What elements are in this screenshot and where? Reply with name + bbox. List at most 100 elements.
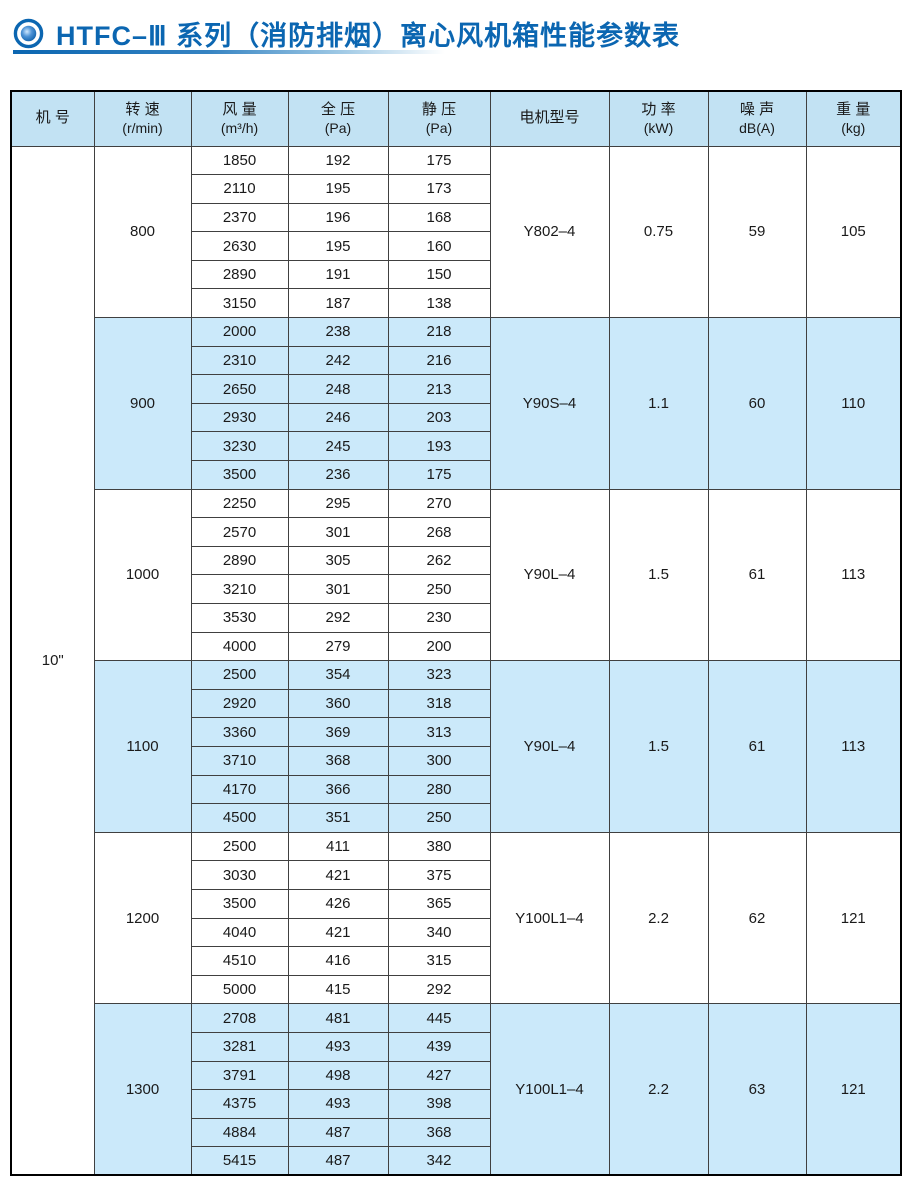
total-pressure-cell: 416 [287, 946, 389, 976]
data-row: 3230 245 193 [11, 431, 901, 462]
power-cell: 1.5 [608, 488, 709, 662]
column-header-speed: 转 速 (r/min) [93, 90, 192, 147]
airflow-cell: 3360 [190, 717, 289, 747]
total-pressure-cell: 192 [287, 145, 389, 176]
data-row: 2930 246 203 [11, 402, 901, 433]
total-pressure-cell: 245 [287, 431, 389, 462]
airflow-cell: 3281 [190, 1031, 289, 1062]
data-row: 1300 2708 481 445 Y100L1–4 2.2 63 121 [11, 1003, 902, 1176]
data-row: 1100 2500 354 323 Y90L–4 1.5 61 113 [11, 660, 902, 833]
static-pressure-cell: 200 [387, 631, 491, 662]
total-pressure-cell: 301 [287, 517, 389, 547]
airflow-cell: 2370 [190, 202, 289, 233]
airflow-cell: 2500 [190, 660, 289, 690]
static-pressure-cell: 175 [387, 460, 491, 490]
noise-cell: 62 [707, 831, 807, 1005]
static-pressure-cell: 280 [387, 774, 491, 805]
total-pressure-cell: 354 [287, 660, 389, 690]
total-pressure-cell: 421 [287, 860, 389, 890]
motor-model-cell: Y100L1–4 [489, 1003, 610, 1176]
noise-cell: 61 [707, 660, 807, 833]
airflow-cell: 3210 [190, 574, 289, 604]
data-row: 3360 369 313 [11, 717, 901, 747]
total-pressure-cell: 426 [287, 888, 389, 919]
title-row: HTFC–Ⅲ 系列（消防排烟）离心风机箱性能参数表 [13, 14, 680, 53]
airflow-cell: 2110 [190, 174, 289, 204]
fan-performance-table: 机 号转 速 (r/min) 风 量 (m³/h) 全 压 (Pa) 静 压 (Pa) 电机型号… [10, 90, 902, 1177]
total-pressure-cell: 242 [287, 345, 389, 376]
data-row: 3281 493 439 [11, 1031, 901, 1062]
airflow-cell: 2890 [190, 259, 289, 290]
speed-cell: 800 [93, 145, 192, 319]
static-pressure-cell: 250 [387, 574, 491, 604]
total-pressure-cell: 421 [287, 917, 389, 948]
static-pressure-cell: 445 [387, 1003, 491, 1033]
column-header-motor-model: 电机型号 [489, 90, 610, 147]
static-pressure-cell: 218 [387, 317, 491, 347]
motor-model-cell: Y90L–4 [489, 488, 610, 662]
bullseye-icon [13, 18, 44, 49]
column-label: 功 率 [641, 100, 676, 118]
motor-model-cell: Y90S–4 [489, 317, 610, 490]
static-pressure-cell: 230 [387, 603, 491, 633]
static-pressure-cell: 138 [387, 288, 491, 319]
airflow-cell: 3710 [190, 745, 289, 776]
total-pressure-cell: 411 [287, 831, 389, 862]
data-row: 4000 279 200 [11, 631, 901, 662]
airflow-cell: 2570 [190, 517, 289, 547]
total-pressure-cell: 301 [287, 574, 389, 604]
data-row: 900 2000 238 218 Y90S–4 1.1 60 110 [11, 317, 902, 490]
column-label: 噪 声 [739, 100, 775, 118]
speed-cell: 900 [93, 317, 192, 490]
speed-cell: 1200 [93, 831, 192, 1005]
motor-model-cell: Y90L–4 [489, 660, 610, 833]
total-pressure-cell: 487 [287, 1146, 389, 1176]
data-row: 1000 2250 295 270 Y90L–4 1.5 61 113 [11, 488, 902, 662]
total-pressure-cell: 248 [287, 374, 389, 404]
airflow-cell: 2500 [190, 831, 289, 862]
power-cell: 0.75 [608, 145, 709, 319]
column-label: 全 压 [320, 100, 356, 118]
weight-cell: 113 [805, 660, 902, 833]
airflow-cell: 5415 [190, 1146, 289, 1176]
total-pressure-cell: 498 [287, 1060, 389, 1091]
static-pressure-cell: 342 [387, 1146, 491, 1176]
total-pressure-cell: 481 [287, 1003, 389, 1033]
total-pressure-cell: 493 [287, 1031, 389, 1062]
total-pressure-cell: 195 [287, 174, 389, 204]
static-pressure-cell: 300 [387, 745, 491, 776]
total-pressure-cell: 279 [287, 631, 389, 662]
static-pressure-cell: 160 [387, 231, 491, 261]
static-pressure-cell: 262 [387, 545, 491, 576]
airflow-cell: 4375 [190, 1089, 289, 1119]
static-pressure-cell: 313 [387, 717, 491, 747]
table-body: 10" 800 1850 192 175 Y802–4 0.75 59 105 2110 195 17… [10, 145, 902, 1176]
static-pressure-cell: 193 [387, 431, 491, 462]
airflow-cell: 2250 [190, 488, 289, 519]
airflow-cell: 2000 [190, 317, 289, 347]
column-unit: (m³/h) [220, 119, 259, 136]
static-pressure-cell: 216 [387, 345, 491, 376]
weight-cell: 113 [805, 488, 902, 662]
total-pressure-cell: 493 [287, 1089, 389, 1119]
total-pressure-cell: 351 [287, 803, 389, 833]
static-pressure-cell: 168 [387, 202, 491, 233]
static-pressure-cell: 270 [387, 488, 491, 519]
airflow-cell: 3500 [190, 460, 289, 490]
motor-model-cell: Y802–4 [489, 145, 610, 319]
column-header-weight: 重 量 (kg) [805, 90, 902, 147]
data-row: 3791 498 427 [11, 1060, 901, 1091]
column-label: 静 压 [421, 100, 457, 118]
static-pressure-cell: 380 [387, 831, 491, 862]
noise-cell: 63 [707, 1003, 807, 1176]
static-pressure-cell: 375 [387, 860, 491, 890]
total-pressure-cell: 295 [287, 488, 389, 519]
total-pressure-cell: 369 [287, 717, 389, 747]
column-unit: (kW) [643, 119, 674, 136]
weight-cell: 110 [805, 317, 902, 490]
total-pressure-cell: 238 [287, 317, 389, 347]
weight-cell: 121 [805, 831, 902, 1005]
airflow-cell: 2310 [190, 345, 289, 376]
column-label: 重 量 [836, 100, 871, 118]
power-cell: 1.5 [608, 660, 709, 833]
